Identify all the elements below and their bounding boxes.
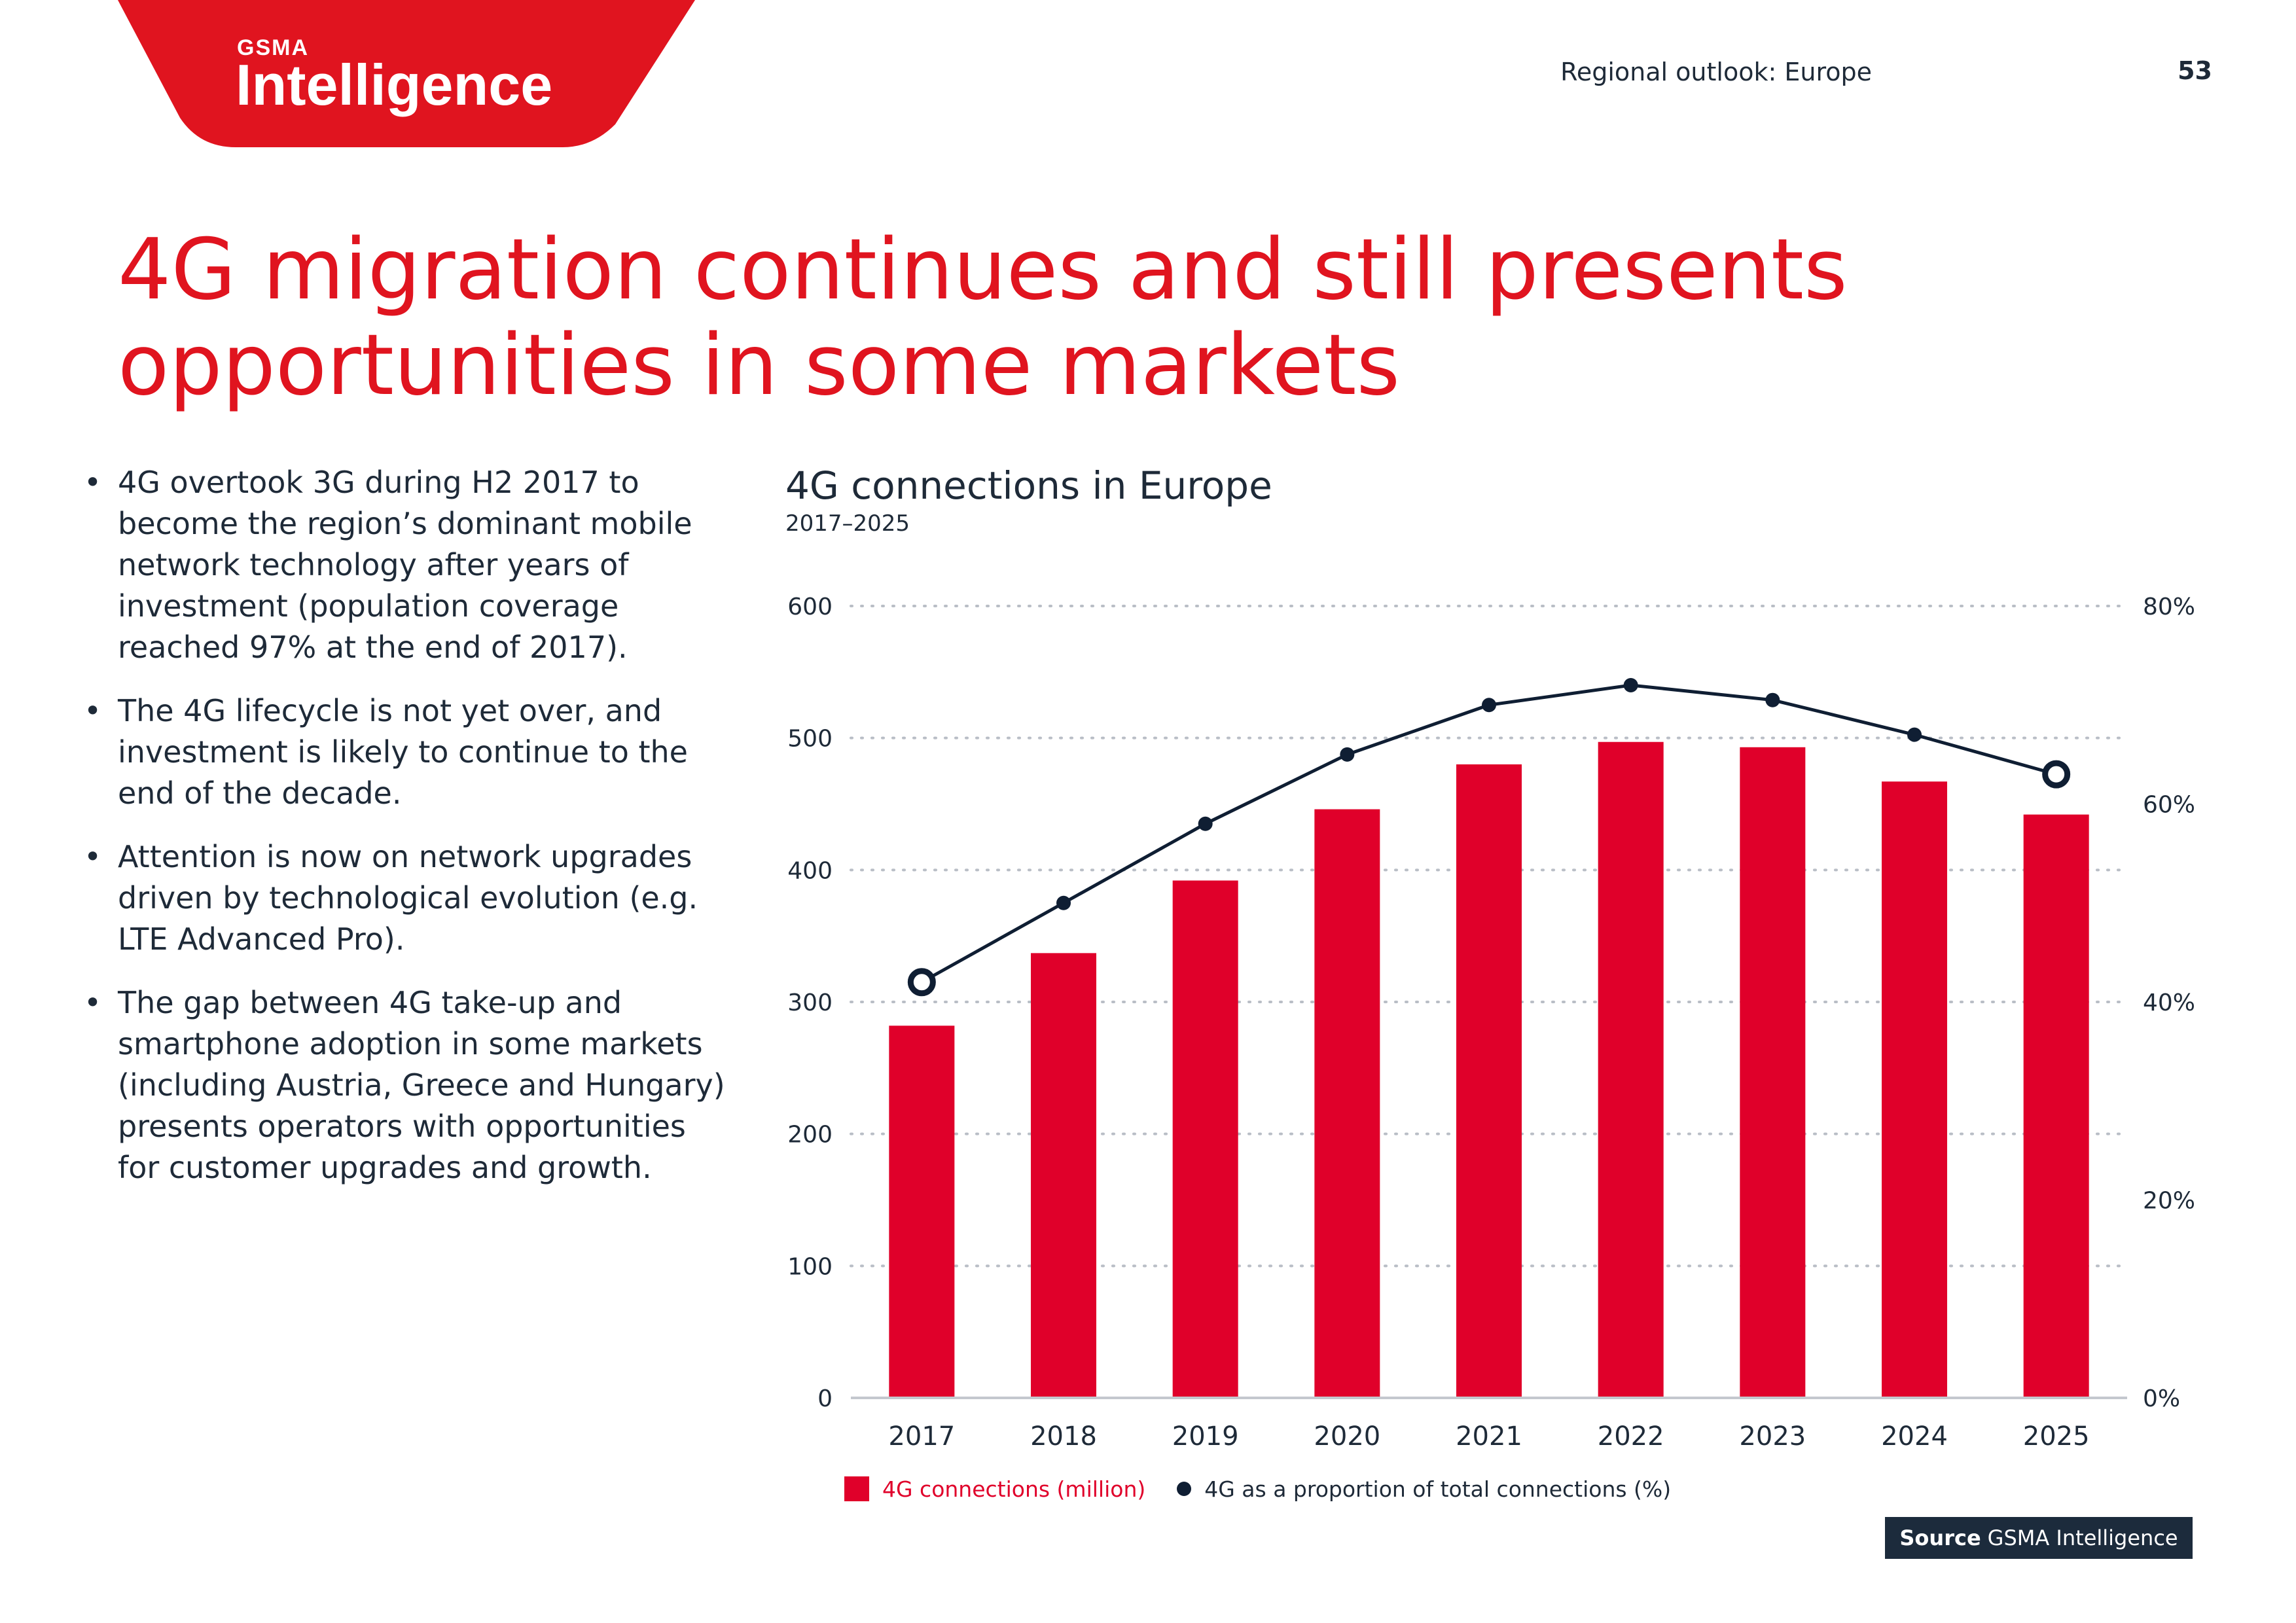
x-tick-label: 2025 <box>2023 1421 2090 1452</box>
bar <box>1172 880 1238 1398</box>
x-tick-label: 2020 <box>1314 1421 1380 1452</box>
legend-line-dot-icon <box>1177 1482 1192 1496</box>
y-left-tick-label: 0 <box>817 1385 833 1412</box>
y-right-tick-label: 80% <box>2143 594 2195 620</box>
x-tick-label: 2019 <box>1172 1421 1239 1452</box>
page-title-line-1: 4G migration continues and still present… <box>118 221 1848 319</box>
legend-bars-label: 4G connections (million) <box>882 1476 1146 1502</box>
bullet-dot: • <box>84 985 102 1020</box>
gsma-intelligence-logo[interactable]: GSMA Intelligence <box>0 0 707 151</box>
bar <box>1314 809 1380 1398</box>
bullet-list: • 4G overtook 3G during H2 2017 to become… <box>84 462 725 1211</box>
source-text: GSMA Intelligence <box>1987 1525 2178 1550</box>
line-point <box>1056 895 1071 910</box>
line-point <box>1907 727 1922 742</box>
y-right-tick-label: 20% <box>2143 1188 2195 1215</box>
logo-tab-shape <box>118 0 695 147</box>
bullet-item: • 4G overtook 3G during H2 2017 to become… <box>84 462 725 668</box>
y-right-tick-label: 60% <box>2143 792 2195 819</box>
bullet-item: • Attention is now on network upgrades dr… <box>84 836 725 960</box>
x-tick-label: 2018 <box>1030 1421 1097 1452</box>
bullet-text: The 4G lifecycle is not yet over, and in… <box>118 693 688 811</box>
bullet-dot: • <box>84 839 102 874</box>
y-left-tick-label: 500 <box>787 726 833 753</box>
y-left-tick-label: 100 <box>787 1253 833 1280</box>
legend-line-label: 4G as a proportion of total connections … <box>1204 1476 1672 1502</box>
line-point <box>1765 692 1780 707</box>
bullet-text: The gap between 4G take-up and smartphon… <box>118 985 725 1185</box>
page-number: 53 <box>2178 56 2212 85</box>
bullet-text: Attention is now on network upgrades dri… <box>118 839 698 957</box>
source-label: Source <box>1899 1525 1981 1550</box>
x-tick-label: 2022 <box>1598 1421 1664 1452</box>
y-left-tick-label: 200 <box>787 1122 833 1149</box>
page-title-line-2: opportunities in some markets <box>118 317 1401 414</box>
logo-intelligence-text: Intelligence <box>236 52 552 117</box>
line-point <box>1623 678 1638 692</box>
page-title: 4G migration continues and still present… <box>118 223 2179 414</box>
y-left-tick-label: 600 <box>787 594 833 620</box>
legend-bar-swatch <box>844 1476 869 1501</box>
bar <box>1031 953 1096 1398</box>
y-left-tick-label: 400 <box>787 857 833 884</box>
line-point <box>1482 698 1496 713</box>
line-point <box>907 968 936 997</box>
bar <box>1598 741 1664 1398</box>
bar <box>1882 781 1947 1398</box>
bullet-item: • The gap between 4G take-up and smartpho… <box>84 982 725 1188</box>
x-tick-label: 2017 <box>888 1421 955 1452</box>
x-tick-label: 2023 <box>1739 1421 1806 1452</box>
bullet-item: • The 4G lifecycle is not yet over, and i… <box>84 690 725 814</box>
chart-legend: 4G connections (million) 4G as a proport… <box>844 1474 1671 1503</box>
bullet-text: 4G overtook 3G during H2 2017 to become … <box>118 465 692 665</box>
x-tick-label: 2024 <box>1881 1421 1948 1452</box>
bar <box>1740 747 1806 1398</box>
x-tick-label: 2021 <box>1456 1421 1522 1452</box>
bar <box>2023 814 2089 1398</box>
y-left-tick-label: 300 <box>787 990 833 1016</box>
line-point <box>2042 760 2071 789</box>
logo-gsma-text: GSMA <box>237 35 309 60</box>
y-right-tick-label: 40% <box>2143 990 2195 1016</box>
bar <box>1456 764 1522 1398</box>
section-heading: Regional outlook: Europe <box>1560 58 1872 86</box>
source-box: Source GSMA Intelligence <box>1885 1517 2193 1559</box>
line-point <box>1198 816 1213 831</box>
bar <box>889 1026 955 1398</box>
chart-title: 4G connections in Europe <box>785 463 1272 508</box>
line-point <box>1340 747 1355 762</box>
y-right-tick-label: 0% <box>2143 1385 2180 1412</box>
chart-subtitle: 2017–2025 <box>785 510 910 537</box>
bullet-dot: • <box>84 693 102 728</box>
bullet-dot: • <box>84 465 102 500</box>
